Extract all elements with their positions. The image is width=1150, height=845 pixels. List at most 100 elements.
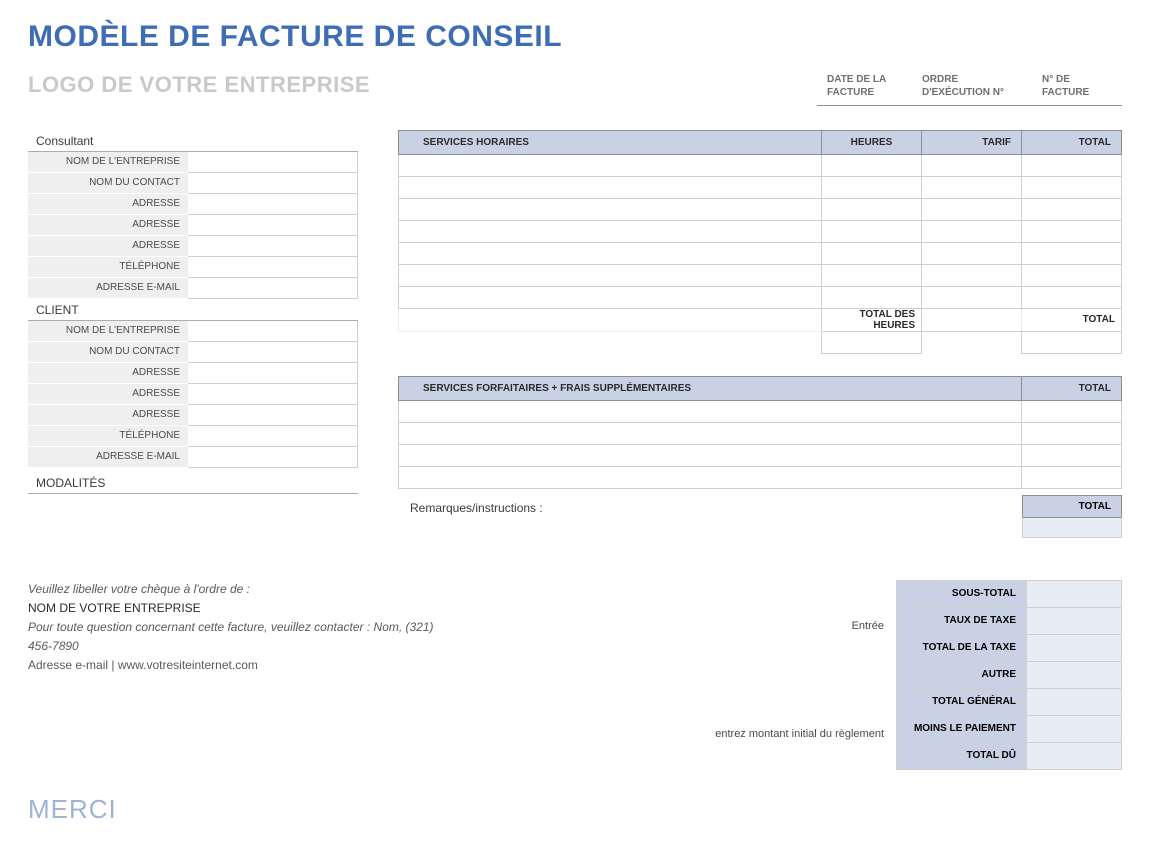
fixed-cell[interactable] [1022, 400, 1122, 422]
meta-invoice-date-value[interactable] [817, 106, 912, 120]
summary-less_payment-value[interactable] [1027, 715, 1122, 742]
summary-grand_total-label: TOTAL GÉNÉRAL [897, 688, 1027, 715]
fixed-cell[interactable] [1022, 422, 1122, 444]
consultant-address2-value[interactable] [188, 215, 358, 236]
client-company-value[interactable] [188, 321, 358, 342]
hourly-cell[interactable] [1022, 264, 1122, 286]
hourly-cell[interactable] [922, 264, 1022, 286]
header-row: LOGO DE VOTRE ENTREPRISE DATE DE LA FACT… [28, 72, 1122, 120]
summary-other-label: AUTRE [897, 661, 1027, 688]
meta-invoice-no-label: N° DE FACTURE [1032, 72, 1122, 106]
remarks-label: Remarques/instructions : [398, 495, 543, 515]
summary-grand_total-value[interactable] [1027, 688, 1122, 715]
meta-invoice-no-value[interactable] [1032, 106, 1122, 120]
meta-work-order-value[interactable] [912, 106, 1032, 120]
client-address1-label: ADRESSE [28, 363, 188, 384]
consultant-phone-label: TÉLÉPHONE [28, 257, 188, 278]
consultant-contact-label: NOM DU CONTACT [28, 173, 188, 194]
hourly-cell[interactable] [399, 286, 822, 308]
hourly-cell[interactable] [399, 154, 822, 176]
hourly-header-total: TOTAL [1022, 130, 1122, 154]
consultant-address1-value[interactable] [188, 194, 358, 215]
consultant-address2-label: ADRESSE [28, 215, 188, 236]
hourly-cell[interactable] [1022, 176, 1122, 198]
fixed-cell[interactable] [1022, 444, 1122, 466]
thank-you: MERCI [28, 794, 1122, 825]
hourly-cell[interactable] [922, 286, 1022, 308]
hourly-header-service: SERVICES HORAIRES [399, 130, 822, 154]
client-address3-label: ADRESSE [28, 405, 188, 426]
hourly-cell[interactable] [922, 154, 1022, 176]
summary-subtotal-label: SOUS-TOTAL [897, 580, 1027, 607]
summary-total_due-label: TOTAL DÛ [897, 742, 1027, 769]
hint-payment: entrez montant initial du règlement [715, 721, 884, 748]
hourly-cell[interactable] [1022, 286, 1122, 308]
client-address1-value[interactable] [188, 363, 358, 384]
hourly-cell[interactable] [1022, 220, 1122, 242]
hourly-cell[interactable] [922, 176, 1022, 198]
hourly-cell[interactable] [399, 242, 822, 264]
left-column: Consultant NOM DE L'ENTREPRISENOM DU CON… [28, 130, 358, 538]
fixed-cell[interactable] [1022, 466, 1122, 488]
right-column: SERVICES HORAIRES HEURES TARIF TOTAL TOT… [398, 130, 1122, 538]
hourly-cell[interactable] [1022, 198, 1122, 220]
client-address3-value[interactable] [188, 405, 358, 426]
consultant-address1-label: ADRESSE [28, 194, 188, 215]
hourly-cell[interactable] [822, 220, 922, 242]
fixed-cell[interactable] [399, 444, 1022, 466]
fixed-cell[interactable] [399, 400, 1022, 422]
hourly-total-amount-label: TOTAL [1022, 308, 1122, 331]
consultant-phone-value[interactable] [188, 257, 358, 278]
hourly-cell[interactable] [822, 242, 922, 264]
hourly-cell[interactable] [399, 176, 822, 198]
meta-work-order-label: ORDRE D'EXÉCUTION N° [912, 72, 1032, 106]
hourly-cell[interactable] [822, 286, 922, 308]
hourly-cell[interactable] [399, 220, 822, 242]
hourly-cell[interactable] [1022, 242, 1122, 264]
hourly-header-hours: HEURES [822, 130, 922, 154]
client-email-label: ADRESSE E-MAIL [28, 447, 188, 468]
client-contact-label: NOM DU CONTACT [28, 342, 188, 363]
hourly-total-hours-value [822, 331, 922, 353]
fixed-header-service: SERVICES FORFAITAIRES + FRAIS SUPPLÉMENT… [399, 376, 1022, 400]
summary-other-value[interactable] [1027, 661, 1122, 688]
hourly-cell[interactable] [922, 198, 1022, 220]
fixed-services-table: SERVICES FORFAITAIRES + FRAIS SUPPLÉMENT… [398, 376, 1122, 489]
consultant-company-label: NOM DE L'ENTREPRISE [28, 152, 188, 173]
hourly-total-amount-value [1022, 331, 1122, 353]
summary-total_due-value[interactable] [1027, 742, 1122, 769]
client-address2-value[interactable] [188, 384, 358, 405]
consultant-address3-value[interactable] [188, 236, 358, 257]
hourly-cell[interactable] [1022, 154, 1122, 176]
summary-tax_total-value[interactable] [1027, 634, 1122, 661]
hourly-cell[interactable] [822, 154, 922, 176]
summary-subtotal-value[interactable] [1027, 580, 1122, 607]
hourly-cell[interactable] [922, 242, 1022, 264]
hourly-cell[interactable] [922, 220, 1022, 242]
client-email-value[interactable] [188, 447, 358, 468]
terms-section-label: MODALITÉS [28, 472, 358, 494]
hourly-cell[interactable] [822, 176, 922, 198]
consultant-address3-label: ADRESSE [28, 236, 188, 257]
summary-table: SOUS-TOTALTAUX DE TAXETOTAL DE LA TAXEAU… [896, 580, 1122, 770]
consultant-contact-value[interactable] [188, 173, 358, 194]
client-phone-label: TÉLÉPHONE [28, 426, 188, 447]
footer-contact-line: Pour toute question concernant cette fac… [28, 618, 458, 656]
hourly-cell[interactable] [399, 198, 822, 220]
footer-instructions: Veuillez libeller votre chèque à l'ordre… [28, 580, 458, 770]
summary-tax_total-label: TOTAL DE LA TAXE [897, 634, 1027, 661]
logo-placeholder: LOGO DE VOTRE ENTREPRISE [28, 72, 370, 98]
remarks-total-value [1022, 518, 1122, 538]
client-phone-value[interactable] [188, 426, 358, 447]
hourly-cell[interactable] [822, 264, 922, 286]
consultant-company-value[interactable] [188, 152, 358, 173]
fixed-cell[interactable] [399, 422, 1022, 444]
client-contact-value[interactable] [188, 342, 358, 363]
consultant-email-value[interactable] [188, 278, 358, 299]
hourly-cell[interactable] [399, 264, 822, 286]
hourly-cell[interactable] [822, 198, 922, 220]
remarks-total-header: TOTAL [1022, 495, 1122, 518]
client-section-label: CLIENT [28, 299, 358, 321]
summary-tax_rate-value[interactable] [1027, 607, 1122, 634]
fixed-cell[interactable] [399, 466, 1022, 488]
